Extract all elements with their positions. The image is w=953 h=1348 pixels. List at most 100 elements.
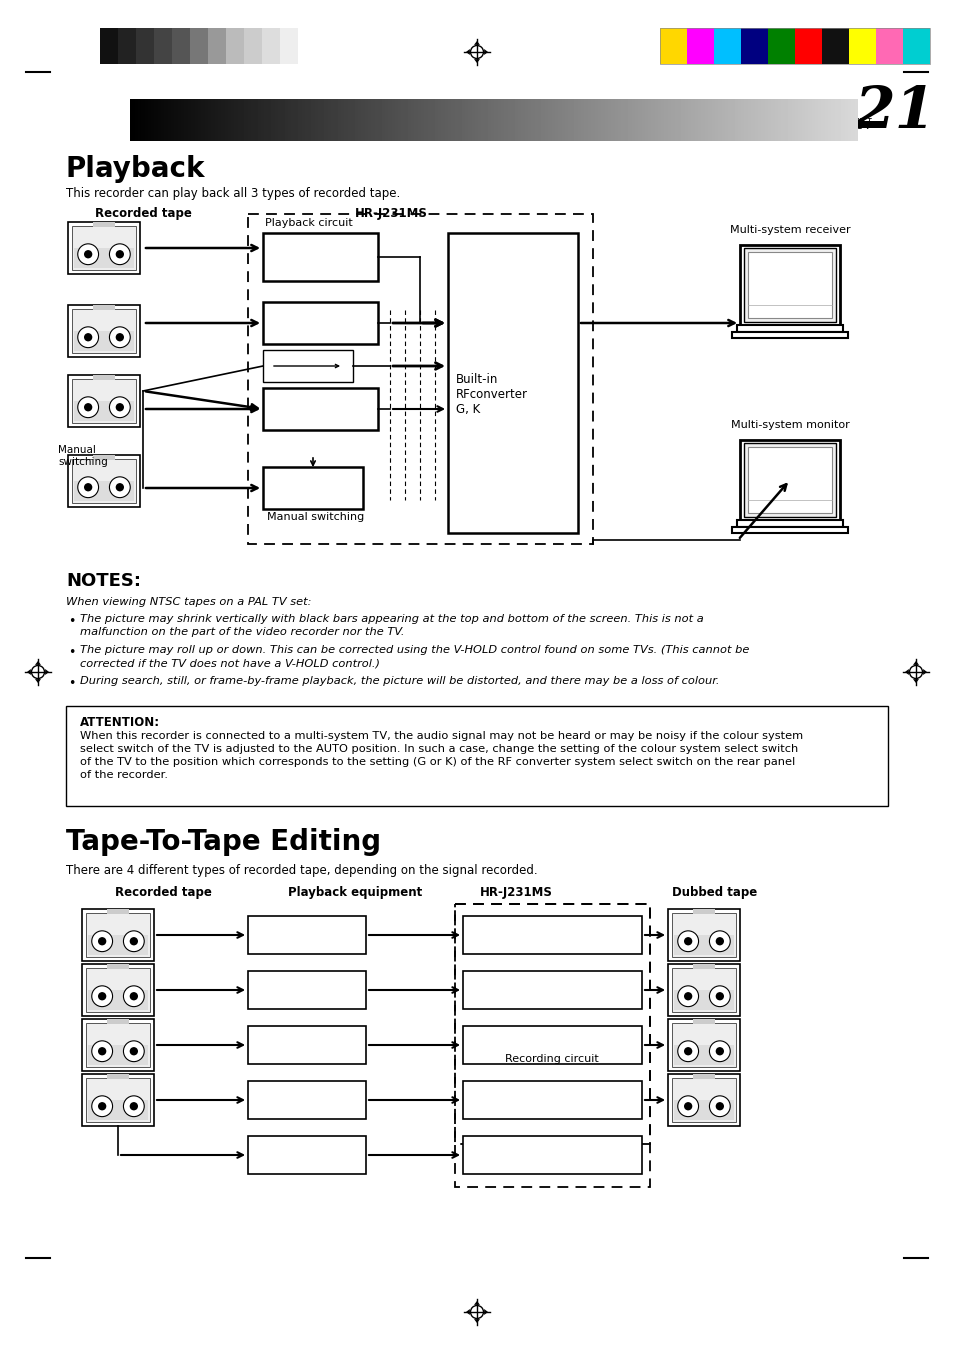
Bar: [667, 1074, 740, 1126]
Bar: [462, 917, 641, 954]
Bar: [118, 28, 136, 63]
Text: HR-J231MS: HR-J231MS: [355, 208, 428, 220]
Polygon shape: [35, 679, 41, 683]
Bar: [244, 28, 262, 63]
Text: EN: EN: [846, 119, 871, 132]
Bar: [737, 520, 842, 527]
Circle shape: [91, 1096, 112, 1116]
Circle shape: [130, 992, 138, 1000]
Text: select switch of the TV is adjusted to the AUTO position. In such a case, change: select switch of the TV is adjusted to t…: [80, 744, 798, 754]
Bar: [74, 332, 133, 350]
Bar: [226, 28, 244, 63]
Polygon shape: [904, 669, 908, 675]
Circle shape: [715, 992, 723, 1000]
Text: The picture may shrink vertically with black bars appearing at the top and botto: The picture may shrink vertically with b…: [80, 613, 703, 624]
Bar: [693, 1019, 714, 1024]
Bar: [68, 456, 140, 507]
Bar: [671, 968, 735, 1012]
Bar: [66, 706, 887, 806]
Text: switching: switching: [58, 457, 108, 466]
Text: Manual: Manual: [58, 445, 95, 456]
Circle shape: [78, 477, 98, 497]
Bar: [767, 28, 794, 63]
Circle shape: [123, 1041, 144, 1062]
Circle shape: [130, 1047, 138, 1055]
Text: ATTENTION:: ATTENTION:: [80, 716, 160, 729]
Bar: [263, 233, 377, 280]
Bar: [673, 1100, 733, 1120]
Circle shape: [715, 937, 723, 945]
Text: Built-in: Built-in: [456, 373, 497, 386]
Text: 21: 21: [854, 84, 935, 140]
Circle shape: [98, 1047, 106, 1055]
Text: This recorder can play back all 3 types of recorded tape.: This recorder can play back all 3 types …: [66, 187, 400, 200]
Bar: [262, 28, 280, 63]
Polygon shape: [474, 59, 479, 63]
Bar: [462, 971, 641, 1010]
Bar: [71, 460, 136, 503]
Circle shape: [709, 931, 729, 952]
Circle shape: [91, 931, 112, 952]
Circle shape: [683, 937, 692, 945]
Bar: [280, 28, 297, 63]
Bar: [693, 1074, 714, 1078]
Bar: [93, 375, 114, 380]
Bar: [693, 964, 714, 969]
Bar: [462, 1081, 641, 1119]
Circle shape: [110, 396, 131, 418]
Circle shape: [84, 333, 92, 341]
Bar: [107, 909, 129, 914]
Circle shape: [123, 1096, 144, 1116]
Bar: [693, 909, 714, 914]
Bar: [248, 1081, 366, 1119]
Bar: [659, 28, 686, 63]
Circle shape: [677, 1041, 698, 1062]
Polygon shape: [35, 661, 41, 665]
Bar: [248, 917, 366, 954]
Bar: [263, 466, 363, 510]
Polygon shape: [474, 1301, 479, 1305]
Polygon shape: [912, 661, 918, 665]
Text: G, K: G, K: [456, 403, 479, 417]
Circle shape: [677, 1096, 698, 1116]
Bar: [107, 1074, 129, 1078]
Bar: [821, 28, 848, 63]
Text: Recorded tape: Recorded tape: [115, 886, 212, 899]
Bar: [68, 222, 140, 274]
Bar: [88, 989, 148, 1010]
Bar: [263, 388, 377, 430]
Bar: [248, 214, 593, 545]
Polygon shape: [465, 1309, 470, 1316]
Bar: [667, 909, 740, 961]
Text: Playback equipment: Playback equipment: [288, 886, 422, 899]
Polygon shape: [45, 669, 49, 675]
Text: When viewing NTSC tapes on a PAL TV set:: When viewing NTSC tapes on a PAL TV set:: [66, 597, 312, 607]
Text: •: •: [68, 677, 75, 690]
Bar: [659, 28, 929, 63]
Circle shape: [98, 937, 106, 945]
Bar: [740, 439, 840, 520]
Circle shape: [683, 1047, 692, 1055]
Bar: [673, 936, 733, 954]
Bar: [68, 375, 140, 427]
Text: Dubbed tape: Dubbed tape: [671, 886, 757, 899]
Bar: [713, 28, 740, 63]
Text: Recording circuit: Recording circuit: [504, 1054, 598, 1064]
Text: Tape-To-Tape Editing: Tape-To-Tape Editing: [66, 828, 381, 856]
Circle shape: [84, 403, 92, 411]
Bar: [86, 1078, 150, 1122]
Bar: [743, 248, 835, 322]
Bar: [462, 1026, 641, 1064]
Bar: [71, 309, 136, 353]
Circle shape: [115, 483, 124, 492]
Text: There are 4 different types of recorded tape, depending on the signal recorded.: There are 4 different types of recorded …: [66, 864, 537, 878]
Bar: [93, 456, 114, 460]
Bar: [208, 28, 226, 63]
Circle shape: [84, 251, 92, 259]
Text: RFconverter: RFconverter: [456, 388, 527, 400]
Bar: [263, 302, 377, 344]
Bar: [686, 28, 713, 63]
Polygon shape: [483, 49, 488, 55]
Circle shape: [78, 326, 98, 348]
Polygon shape: [474, 1320, 479, 1322]
